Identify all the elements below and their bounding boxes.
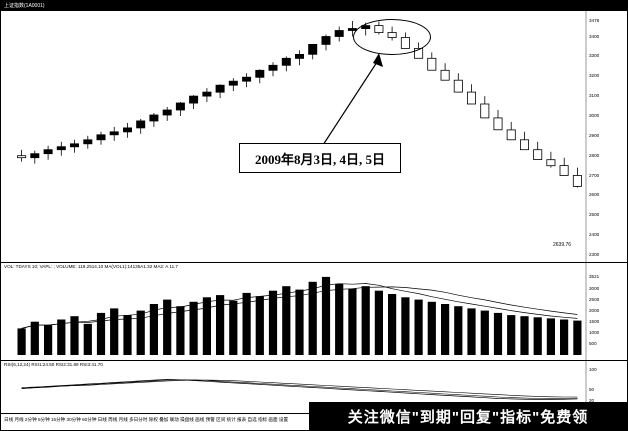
price-tick-label: 3400 [589,33,600,39]
bottom-toolbar-text[interactable]: 日线 月线 2分钟 5分钟 15分钟 30分钟 60分钟 日线 周线 月线 多日… [4,417,289,422]
price-tick-label: 2900 [589,132,600,138]
volume-tick-label: 3521 [589,273,600,279]
window-title: 上证指数(1A0001) [1,1,627,11]
price-tick-label: 2600 [589,192,600,198]
price-tick-label: 2800 [589,152,600,158]
promo-banner: 关注微信"到期"回复"指标"免费领 [309,402,627,430]
last-value-label: 2639.76 [553,242,572,248]
price-tick-label: 2700 [589,172,600,178]
price-tick-label: 3000 [589,113,600,118]
volume-tick-label: 2500 [589,296,600,302]
price-pane: 3478 3400 3300 3200 3100 3000 2900 2800 2700 2600… [1,11,627,263]
price-tick-label: 3100 [589,93,600,99]
price-tick-label: 3478 [589,18,600,23]
annotation-arrow [322,53,383,146]
volume-tick-label: 500 [589,340,597,346]
price-tick-label: 2500 [589,212,600,218]
volume-tick-label: 3000 [589,285,600,291]
indicator-tick-label: 100 [589,367,597,372]
ellipse-highlight [353,19,431,55]
annotation-box: 2009年8月3日, 4日, 5日 [239,143,401,173]
pane-separator-1 [1,262,627,263]
price-tick-label: 2400 [589,232,600,238]
indicator-header: RSI(6,12,24) RSI1:24.50 RSI2:31.89 RSI3:… [4,362,103,367]
volume-tick-label: 2000 [589,307,600,313]
volume-pane: VOL: TDAYS 10; VAPL: ; VOLUME: 119.2514.… [1,263,627,361]
indicator-tick-label: 20 [589,398,595,404]
price-tick-label: 3200 [589,73,600,79]
volume-tick-label: 1000 [589,329,600,335]
volume-tick-label: 1500 [589,318,600,324]
price-tick-label: 2300 [589,252,600,257]
volume-chart-svg [17,263,587,361]
price-tick-label: 3300 [589,53,600,59]
indicator-chart-svg [21,361,587,413]
indicator-tick-label: 50 [589,386,595,392]
indicator-pane: RSI(6,12,24) RSI1:24.50 RSI2:31.89 RSI3:… [1,361,627,413]
volume-header: VOL: TDAYS 10; VAPL: ; VOLUME: 119.2514.… [4,264,178,269]
pane-separator-2 [1,360,627,361]
